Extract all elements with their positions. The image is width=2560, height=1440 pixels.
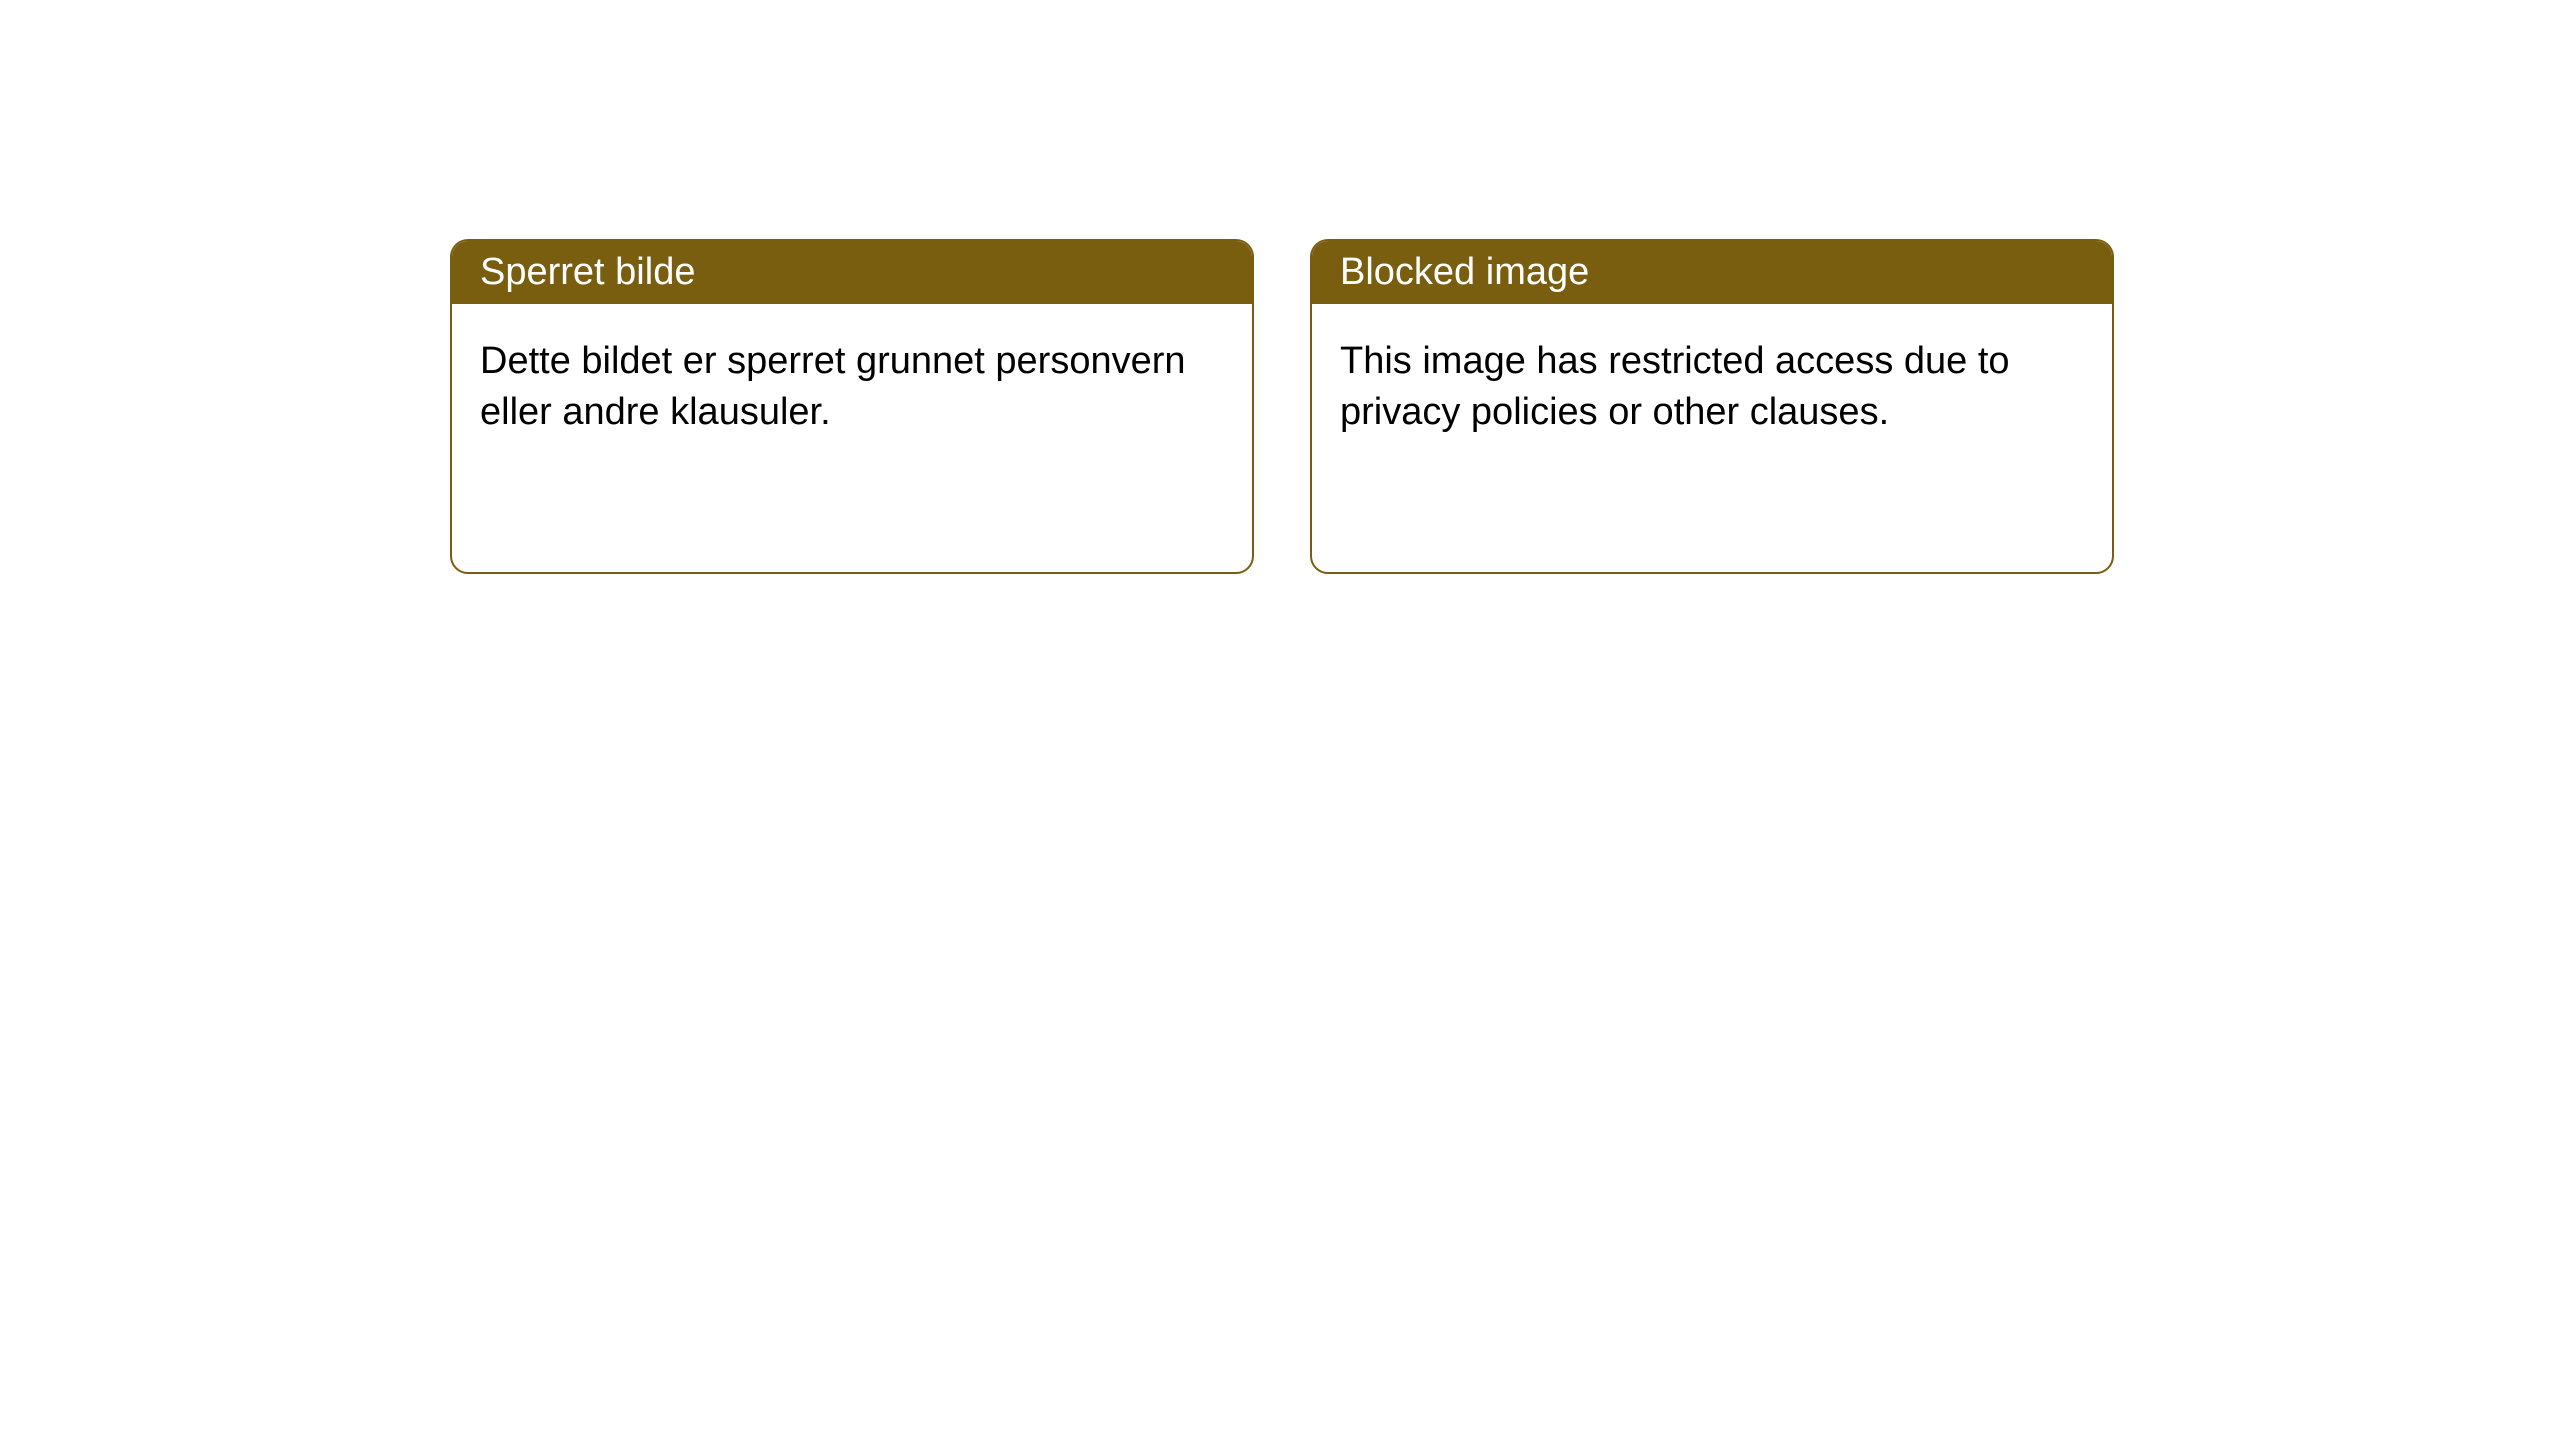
notice-card-english: Blocked image This image has restricted … <box>1310 239 2114 574</box>
notice-container: Sperret bilde Dette bildet er sperret gr… <box>0 0 2560 574</box>
notice-title: Blocked image <box>1312 241 2112 304</box>
notice-title: Sperret bilde <box>452 241 1252 304</box>
notice-body: This image has restricted access due to … <box>1312 304 2112 471</box>
notice-card-norwegian: Sperret bilde Dette bildet er sperret gr… <box>450 239 1254 574</box>
notice-body: Dette bildet er sperret grunnet personve… <box>452 304 1252 471</box>
